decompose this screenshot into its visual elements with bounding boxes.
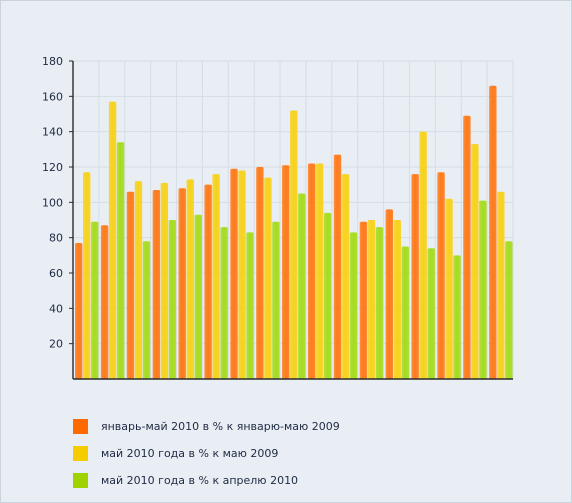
bar-series-1-cat-5	[178, 188, 186, 379]
bar-series-3-cat-4	[168, 220, 177, 379]
legend-item-series-3: май 2010 года в % к апрелю 2010	[73, 467, 340, 494]
bar-series-3-cat-17	[505, 241, 513, 379]
legend-label-series-3: май 2010 года в % к апрелю 2010	[101, 474, 299, 487]
y-tick-label: 100	[42, 196, 63, 209]
bar-series-1-cat-12	[359, 221, 368, 379]
bar-series-2-cat-5	[186, 179, 194, 379]
y-tick-label: 120	[42, 161, 63, 174]
legend-swatch-series-3	[73, 473, 88, 488]
bar-series-1-cat-4	[152, 189, 161, 379]
y-axis-ticks: 20 40 60 80 100 120 140 160 180	[42, 55, 73, 351]
bar-series-2-cat-12	[367, 220, 376, 379]
bar-series-3-cat-16	[479, 200, 487, 379]
bar-series-2-cat-15	[445, 198, 453, 379]
bar-series-1-cat-3	[126, 191, 135, 379]
y-tick-label: 80	[49, 232, 63, 245]
legend-label-series-2: май 2010 года в % к маю 2009	[101, 447, 279, 460]
y-tick-label: 140	[42, 126, 63, 139]
legend-item-series-2: май 2010 года в % к маю 2009	[73, 440, 340, 467]
legend-swatch-series-1	[73, 419, 88, 434]
y-tick-label: 20	[49, 338, 63, 351]
bar-series-3-cat-11	[349, 232, 358, 379]
bar-series-1-cat-17	[489, 85, 497, 379]
bar-series-3-cat-9	[298, 193, 306, 379]
bar-series-1-cat-9	[282, 165, 290, 379]
bar-series-1-cat-6	[204, 184, 212, 379]
bar-series-3-cat-15	[453, 255, 461, 379]
bar-series-2-cat-10	[315, 163, 324, 379]
bar-series-2-cat-9	[290, 110, 298, 379]
bar-series-3-cat-7	[246, 232, 254, 379]
y-tick-label: 180	[42, 55, 63, 68]
bar-series-1-cat-13	[385, 209, 393, 379]
legend-label-series-1: январь-май 2010 в % к январю-маю 2009	[101, 420, 340, 433]
grid	[73, 60, 514, 379]
bar-series-2-cat-2	[108, 101, 117, 379]
legend-item-series-1: январь-май 2010 в % к январю-маю 2009	[73, 413, 340, 440]
bar-series-1-cat-1	[75, 242, 83, 379]
bar-series-2-cat-17	[497, 191, 505, 379]
bar-series-2-cat-4	[160, 182, 169, 379]
bar-series-1-cat-8	[256, 167, 264, 379]
bar-series-2-cat-11	[341, 174, 350, 379]
bar-series-1-cat-16	[463, 115, 471, 380]
bar-series-1-cat-15	[437, 172, 445, 379]
bar-series-3-cat-6	[220, 227, 228, 379]
bar-series-1-cat-10	[307, 163, 316, 379]
bar-series-3-cat-3	[142, 241, 151, 379]
bar-series-2-cat-1	[83, 172, 91, 379]
bar-series-1-cat-7	[230, 168, 238, 379]
bar-chart: 20 40 60 80 100 120 140 160 180	[42, 55, 514, 380]
bar-series-2-cat-3	[134, 181, 143, 379]
y-tick-label: 60	[49, 267, 63, 280]
bar-series-3-cat-14	[427, 248, 435, 379]
bar-series-2-cat-6	[212, 174, 220, 379]
bar-series-3-cat-5	[194, 214, 202, 379]
bar-series-2-cat-7	[238, 170, 246, 379]
bar-series-3-cat-10	[323, 212, 332, 379]
bars	[75, 85, 513, 380]
bar-series-2-cat-16	[471, 144, 479, 379]
bar-series-2-cat-8	[264, 177, 272, 379]
bar-series-3-cat-1	[91, 221, 99, 379]
bar-series-2-cat-14	[419, 131, 427, 379]
y-tick-label: 160	[42, 90, 63, 103]
legend: январь-май 2010 в % к январю-маю 2009 ма…	[73, 413, 340, 494]
y-tick-label: 40	[49, 302, 63, 315]
bar-series-3-cat-2	[116, 142, 125, 379]
bar-series-1-cat-11	[333, 154, 342, 379]
bar-series-3-cat-13	[401, 246, 409, 379]
bar-series-3-cat-8	[272, 221, 280, 379]
bar-series-1-cat-2	[100, 225, 109, 379]
bar-series-1-cat-14	[411, 174, 419, 379]
bar-series-3-cat-12	[375, 227, 384, 379]
legend-swatch-series-2	[73, 446, 88, 461]
bar-series-2-cat-13	[393, 220, 401, 379]
